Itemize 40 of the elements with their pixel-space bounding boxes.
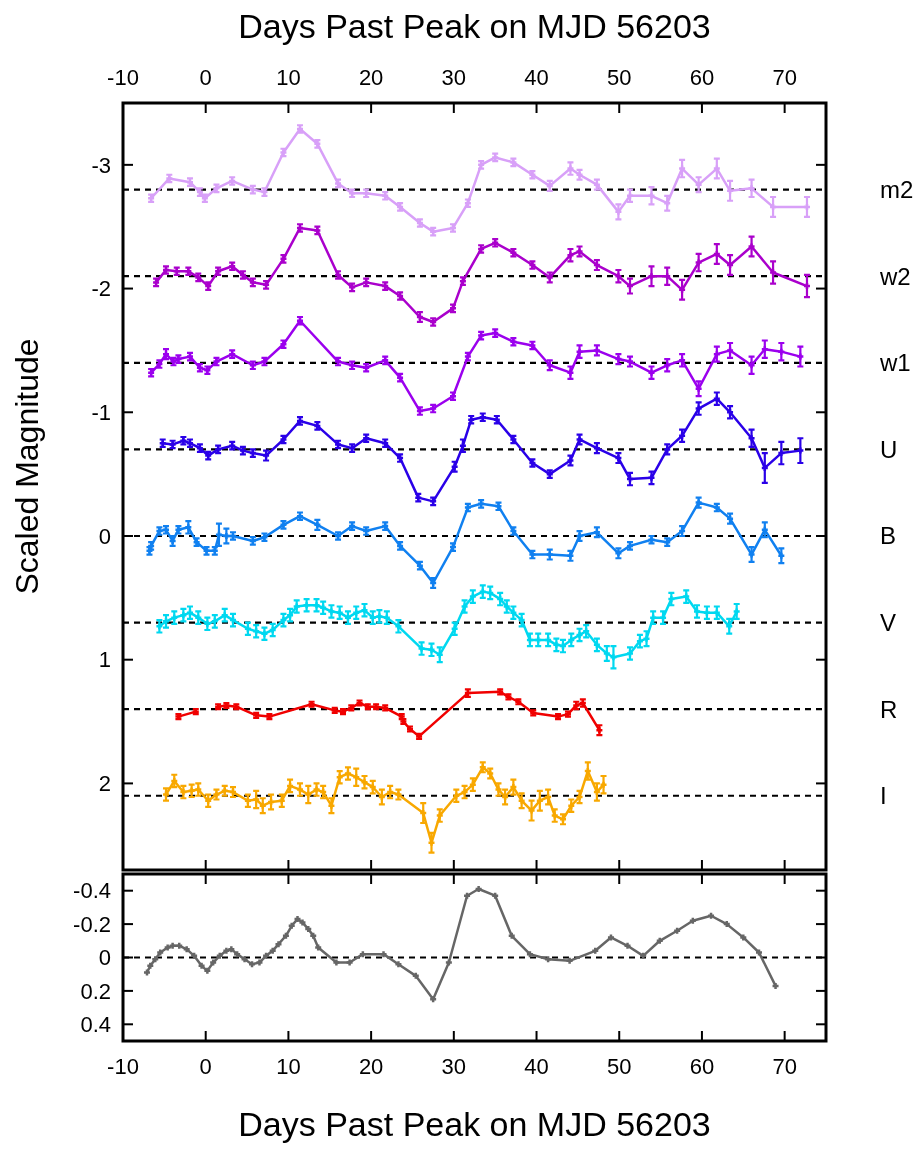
y-tick-label: -2 xyxy=(91,276,111,302)
x-tick-label: 30 xyxy=(441,1054,467,1079)
x-tick-label: -10 xyxy=(107,65,139,90)
x-tick-label: 10 xyxy=(276,65,301,90)
x-tick-label: 50 xyxy=(606,65,632,90)
y-tick-label: 0 xyxy=(98,945,111,971)
y-tick-label: 0.4 xyxy=(80,1012,111,1037)
x-axis-title: Days Past Peak on MJD 56203 xyxy=(238,7,711,45)
x-tick-label: 40 xyxy=(524,1054,549,1079)
y-tick-label: 2 xyxy=(98,771,111,797)
y-tick-label: -3 xyxy=(91,152,111,178)
x-tick-label: 40 xyxy=(524,65,549,90)
ref-line-label: m2 xyxy=(880,176,914,203)
y-tick-label: -1 xyxy=(91,399,111,425)
x-tick-label: 30 xyxy=(441,65,467,90)
x-tick-label: -10 xyxy=(107,1054,139,1079)
x-tick-label: 20 xyxy=(358,1054,384,1079)
ref-line-label: I xyxy=(880,782,887,810)
ref-line-label: w2 xyxy=(879,262,911,290)
y-axis-title: Scaled Magnitude xyxy=(9,338,45,595)
x-tick-label: 20 xyxy=(358,65,384,90)
x-tick-label: 70 xyxy=(772,65,797,90)
y-tick-label: -0.4 xyxy=(73,878,111,904)
x-tick-label: 60 xyxy=(689,1054,715,1079)
y-tick-label: 0 xyxy=(98,523,111,549)
ref-line-label: B xyxy=(880,522,897,550)
x-tick-label: 0 xyxy=(199,65,212,90)
x-axis-title: Days Past Peak on MJD 56203 xyxy=(238,1105,711,1143)
y-tick-label: 1 xyxy=(98,647,111,673)
x-tick-label: 10 xyxy=(276,1054,301,1079)
y-tick-label: 0.2 xyxy=(80,978,111,1004)
x-tick-label: 50 xyxy=(606,1054,632,1079)
x-tick-label: 60 xyxy=(689,65,715,90)
x-tick-label: 70 xyxy=(772,1054,797,1079)
x-tick-label: 0 xyxy=(199,1054,212,1079)
y-tick-label: -0.2 xyxy=(73,911,111,937)
ref-line-label: U xyxy=(880,435,898,463)
ref-line-label: V xyxy=(880,608,897,636)
ref-line-label: R xyxy=(880,695,898,723)
ref-line-label: w1 xyxy=(879,349,911,377)
